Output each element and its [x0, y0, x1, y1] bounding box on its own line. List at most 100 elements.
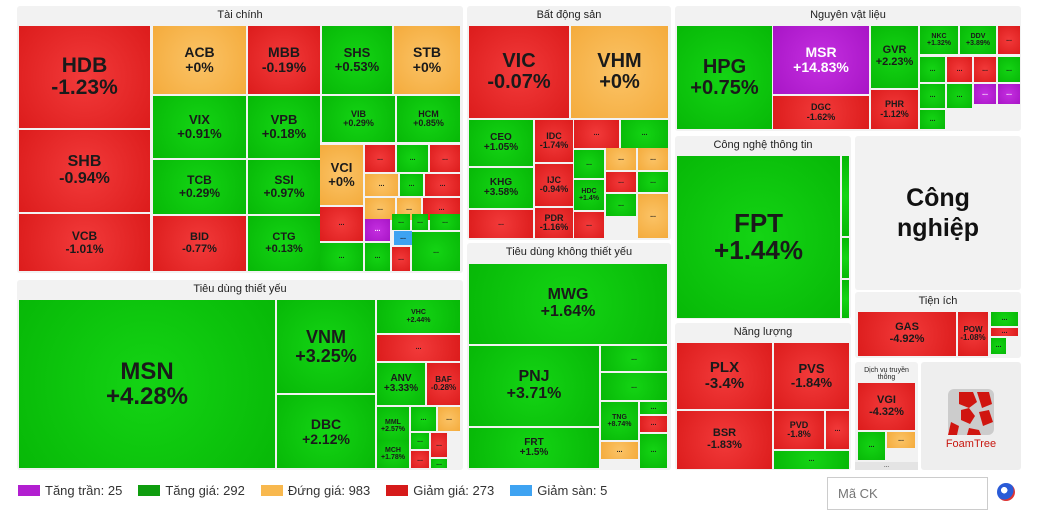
more-tile[interactable]: ...	[430, 145, 460, 172]
stock-tile-bsr[interactable]: BSR -1.83%	[677, 411, 772, 469]
more-tile[interactable]: ...	[920, 110, 945, 129]
stock-tile-shs[interactable]: SHS +0.53%	[322, 26, 392, 94]
more-tile[interactable]: ...	[392, 247, 410, 271]
stock-tile-dbc[interactable]: DBC +2.12%	[277, 395, 375, 468]
more-tile[interactable]: ...	[947, 84, 972, 108]
sector-4[interactable]	[855, 136, 1021, 290]
stock-tile-hdc[interactable]: HDC +1.4%	[574, 180, 604, 210]
stock-tile-bid[interactable]: BID -0.77%	[153, 216, 246, 271]
more-tile[interactable]: ...	[411, 407, 436, 431]
more-tile[interactable]: ...	[425, 174, 460, 196]
stock-tile-frt[interactable]: FRT +1.5%	[469, 428, 599, 468]
more-tile[interactable]: ...	[606, 172, 636, 192]
more-tile[interactable]: ...	[412, 232, 460, 271]
more-tile[interactable]: ...	[392, 214, 410, 230]
stock-tile-shb[interactable]: SHB -0.94%	[19, 130, 150, 212]
more-tile[interactable]: ...	[998, 84, 1020, 104]
stock-tile-idc[interactable]: IDC -1.74%	[535, 120, 573, 162]
more-tile[interactable]: ...	[412, 214, 428, 230]
stock-tile-pnj[interactable]: PNJ +3.71%	[469, 346, 599, 426]
stock-tile-mbb[interactable]: MBB -0.19%	[248, 26, 320, 94]
stock-tile-vgi[interactable]: VGI -4.32%	[858, 383, 915, 430]
more-tile[interactable]: ...	[991, 328, 1018, 336]
more-tile[interactable]: ...	[991, 312, 1018, 326]
more-tile[interactable]: ...	[320, 207, 363, 241]
stock-tile-mwg[interactable]: MWG +1.64%	[469, 264, 667, 344]
stock-tile-vci[interactable]: VCI +0%	[320, 145, 363, 205]
more-tile[interactable]: ...	[430, 214, 460, 230]
more-tile[interactable]: ...	[638, 172, 668, 192]
more-tile[interactable]: ...	[411, 433, 429, 449]
more-tile[interactable]	[842, 280, 849, 318]
ticker-search-input[interactable]	[827, 477, 988, 510]
stock-tile-vnm[interactable]: VNM +3.25%	[277, 300, 375, 393]
more-tile[interactable]: ...	[947, 57, 972, 82]
more-tile[interactable]: ...	[365, 145, 395, 172]
stock-tile-khg[interactable]: KHG +3.58%	[469, 168, 533, 208]
more-tile[interactable]: ...	[438, 407, 460, 431]
stock-tile-ddv[interactable]: DDV +3.89%	[960, 26, 996, 54]
stock-tile-gas[interactable]: GAS -4.92%	[858, 312, 956, 356]
more-tile[interactable]: ...	[974, 84, 996, 104]
more-tile[interactable]: ...	[640, 416, 667, 432]
more-tile[interactable]: ...	[640, 402, 667, 414]
more-tile[interactable]: ...	[920, 84, 945, 108]
more-tile[interactable]: ...	[469, 210, 533, 238]
stock-tile-vcb[interactable]: VCB -1.01%	[19, 214, 150, 271]
stock-tile-vhc[interactable]: VHC +2.44%	[377, 300, 460, 333]
more-tile[interactable]: ...	[991, 338, 1006, 354]
more-tile[interactable]: ...	[431, 433, 447, 457]
stock-tile-hcm[interactable]: HCM +0.85%	[397, 96, 460, 142]
more-tile[interactable]: ...	[365, 174, 398, 196]
stock-tile-phr[interactable]: PHR -1.12%	[871, 90, 918, 129]
stock-tile-anv[interactable]: ANV +3.33%	[377, 363, 425, 405]
more-tile[interactable]	[842, 156, 849, 236]
stock-tile-baf[interactable]: BAF -0.28%	[427, 363, 460, 405]
stock-tile-pdr[interactable]: PDR -1.16%	[535, 208, 573, 238]
stock-tile-ijc[interactable]: IJC -0.94%	[535, 164, 573, 206]
more-tile[interactable]: ...	[365, 243, 390, 271]
more-tile[interactable]: ...	[601, 373, 667, 400]
more-tile[interactable]: ...	[394, 231, 412, 245]
more-tile[interactable]: ...	[606, 194, 636, 216]
more-tile[interactable]: ...	[638, 148, 668, 170]
more-tile[interactable]: ...	[621, 120, 668, 148]
more-tile[interactable]: ...	[601, 346, 667, 371]
stock-tile-tcb[interactable]: TCB +0.29%	[153, 160, 246, 214]
stock-tile-ssi[interactable]: SSI +0.97%	[248, 160, 320, 214]
stock-tile-vix[interactable]: VIX +0.91%	[153, 96, 246, 158]
more-tile[interactable]: ...	[411, 451, 429, 468]
more-tile[interactable]: ...	[640, 434, 667, 468]
more-tile[interactable]: ...	[855, 462, 918, 470]
stock-tile-hdb[interactable]: HDB -1.23%	[19, 26, 150, 128]
more-tile[interactable]: ...	[774, 451, 849, 469]
more-tile[interactable]: ...	[365, 219, 390, 241]
stock-tile-plx[interactable]: PLX -3.4%	[677, 343, 772, 409]
stock-tile-stb[interactable]: STB +0%	[394, 26, 460, 94]
more-tile[interactable]: ...	[574, 120, 619, 148]
stock-tile-dgc[interactable]: DGC -1.62%	[773, 96, 869, 129]
stock-tile-pvs[interactable]: PVS -1.84%	[774, 343, 849, 409]
more-tile[interactable]: ...	[431, 459, 447, 468]
more-tile[interactable]: ...	[601, 442, 638, 459]
foamtree-logo[interactable]: FoamTree	[921, 362, 1021, 470]
more-tile[interactable]: ...	[377, 335, 460, 361]
more-tile[interactable]: ...	[826, 411, 849, 449]
more-tile[interactable]: ...	[974, 57, 996, 82]
stock-tile-vib[interactable]: VIB +0.29%	[322, 96, 395, 142]
stock-tile-msn[interactable]: MSN +4.28%	[19, 300, 275, 468]
more-tile[interactable]: ...	[574, 212, 604, 238]
stock-tile-ceo[interactable]: CEO +1.05%	[469, 120, 533, 166]
refresh-icon[interactable]	[997, 483, 1015, 501]
more-tile[interactable]: ...	[320, 243, 363, 271]
stock-tile-pvd[interactable]: PVD -1.8%	[774, 411, 824, 449]
more-tile[interactable]: ...	[365, 198, 395, 220]
stock-tile-gvr[interactable]: GVR +2.23%	[871, 26, 918, 88]
more-tile[interactable]: ...	[400, 174, 423, 196]
stock-tile-tng[interactable]: TNG +8.74%	[601, 402, 638, 440]
stock-tile-mml[interactable]: MML +2.57%	[377, 407, 409, 445]
stock-tile-vic[interactable]: VIC -0.07%	[469, 26, 569, 118]
more-tile[interactable]: ...	[920, 57, 945, 82]
more-tile[interactable]: ...	[998, 26, 1020, 54]
stock-tile-ctg[interactable]: CTG +0.13%	[248, 216, 320, 271]
